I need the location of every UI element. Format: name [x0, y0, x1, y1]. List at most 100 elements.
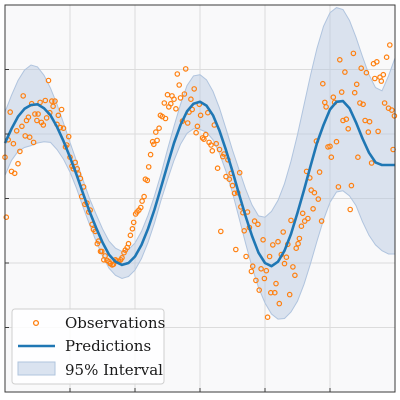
- observation-point: [335, 184, 342, 190]
- observation-point: [350, 50, 357, 57]
- observation-point: [188, 96, 194, 103]
- observation-point: [327, 143, 333, 150]
- observation-point: [176, 82, 183, 88]
- observation-point: [236, 169, 243, 176]
- observation-point: [153, 129, 159, 135]
- observation-point: [162, 115, 169, 122]
- observation-point: [323, 104, 329, 110]
- observation-point: [184, 120, 191, 126]
- observation-point: [102, 253, 108, 259]
- plot-frame: [4, 4, 396, 393]
- observation-point: [255, 221, 261, 228]
- observation-point: [345, 126, 352, 132]
- observation-point: [173, 106, 179, 112]
- legend-observations-label: Observations: [65, 314, 165, 332]
- observation-point: [177, 95, 184, 101]
- observation-point: [243, 253, 249, 260]
- observation-point: [316, 169, 323, 175]
- observation-point: [139, 198, 145, 204]
- observation-point: [60, 125, 67, 132]
- observation-point: [253, 277, 259, 284]
- observations-layer: [2, 42, 398, 321]
- observation-point: [7, 109, 14, 115]
- observation-point: [266, 253, 273, 260]
- observation-point: [333, 138, 340, 145]
- observation-point: [391, 113, 398, 119]
- observation-point: [271, 289, 278, 296]
- predictions-line: [3, 99, 395, 268]
- predictions-layer: [3, 99, 395, 268]
- observation-point: [298, 223, 305, 230]
- observation-point: [42, 97, 49, 104]
- observation-point: [343, 116, 350, 123]
- observation-point: [161, 100, 168, 106]
- observation-point: [233, 246, 239, 253]
- observation-point: [50, 103, 56, 110]
- observation-point: [15, 160, 21, 167]
- observation-point: [10, 140, 17, 147]
- observation-point: [388, 107, 395, 113]
- observation-point: [264, 314, 271, 321]
- observation-point: [269, 242, 276, 248]
- observation-point: [168, 100, 174, 107]
- observation-point: [154, 137, 160, 144]
- observation-point: [342, 69, 348, 75]
- observation-point: [328, 154, 335, 161]
- observation-point: [208, 142, 214, 148]
- observation-point: [260, 237, 266, 243]
- observation-point: [347, 206, 354, 213]
- observation-point: [58, 106, 65, 113]
- legend-observations-marker: [32, 319, 40, 327]
- observation-point: [293, 245, 300, 252]
- observation-point: [194, 123, 201, 130]
- observation-point: [129, 226, 136, 232]
- observation-point: [360, 101, 366, 108]
- observation-point: [336, 56, 343, 63]
- observation-point: [319, 80, 326, 87]
- grid-lines: [5, 5, 395, 392]
- observation-point: [11, 170, 18, 177]
- observation-point: [358, 65, 365, 72]
- observation-point: [65, 133, 72, 140]
- observation-point: [380, 71, 387, 78]
- observation-point: [13, 128, 20, 134]
- observation-point: [353, 81, 360, 88]
- observation-point: [48, 98, 55, 104]
- observation-point: [258, 265, 264, 272]
- legend: Observations Predictions 95% Interval: [11, 308, 165, 385]
- observation-point: [156, 125, 162, 132]
- observation-point: [110, 261, 117, 268]
- observation-point: [125, 240, 132, 247]
- observation-point: [365, 129, 372, 135]
- observation-point: [338, 89, 345, 95]
- axis-ticks: [5, 69, 331, 392]
- observation-point: [130, 219, 137, 226]
- observation-point: [371, 75, 378, 82]
- observation-point: [181, 91, 188, 97]
- observation-point: [226, 176, 233, 183]
- observation-point: [52, 98, 58, 104]
- observation-point: [17, 148, 23, 155]
- observation-point: [3, 214, 10, 221]
- legend-box: [11, 308, 165, 385]
- observation-point: [25, 114, 32, 121]
- observation-point: [32, 111, 38, 117]
- observation-point: [216, 146, 223, 153]
- observation-point: [127, 232, 134, 239]
- observation-point: [223, 173, 229, 180]
- observation-point: [248, 268, 255, 275]
- observation-point: [30, 139, 37, 146]
- observation-point: [366, 118, 373, 125]
- observation-point: [20, 93, 27, 99]
- observation-point: [203, 131, 209, 138]
- observation-point: [26, 134, 33, 141]
- observation-point: [290, 264, 296, 270]
- observation-point: [193, 129, 199, 136]
- observation-point: [305, 215, 311, 222]
- observation-point: [229, 182, 236, 189]
- observation-point: [151, 141, 157, 148]
- observation-point: [315, 196, 322, 202]
- observation-point: [261, 275, 268, 282]
- observation-point: [348, 182, 355, 189]
